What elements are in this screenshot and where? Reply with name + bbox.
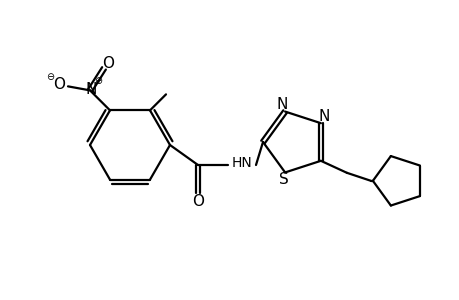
Text: HN: HN	[231, 156, 252, 170]
Text: ⊕: ⊕	[94, 76, 102, 86]
Text: O: O	[53, 77, 65, 92]
Text: N: N	[276, 97, 287, 112]
Text: N: N	[318, 109, 329, 124]
Text: O: O	[191, 194, 203, 209]
Text: N: N	[85, 82, 96, 97]
Text: O: O	[102, 56, 114, 71]
Text: S: S	[279, 172, 288, 187]
Text: ⊖: ⊖	[46, 72, 54, 82]
